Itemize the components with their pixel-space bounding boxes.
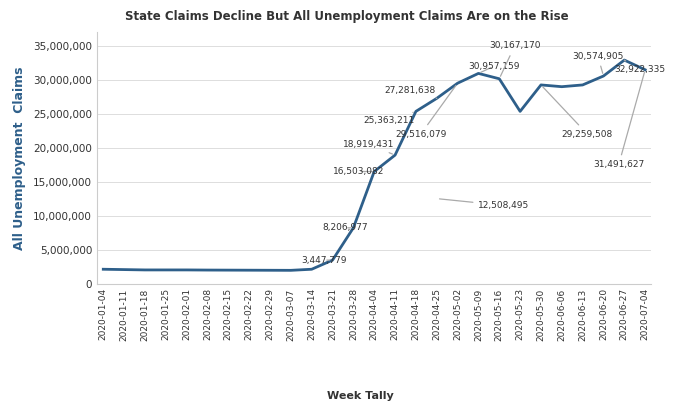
Text: 32,922,335: 32,922,335 — [614, 60, 665, 74]
Text: 30,957,159: 30,957,159 — [468, 62, 520, 72]
Text: State Claims Decline But All Unemployment Claims Are on the Rise: State Claims Decline But All Unemploymen… — [125, 10, 568, 23]
Text: 12,508,495: 12,508,495 — [439, 199, 529, 210]
Text: 25,363,211: 25,363,211 — [364, 112, 415, 125]
Text: 31,491,627: 31,491,627 — [593, 72, 644, 169]
Text: 29,259,508: 29,259,508 — [543, 87, 613, 139]
Text: 29,516,079: 29,516,079 — [395, 85, 456, 139]
Text: 30,574,905: 30,574,905 — [572, 52, 624, 73]
Text: 27,281,638: 27,281,638 — [385, 85, 437, 98]
Text: 30,167,170: 30,167,170 — [489, 41, 541, 76]
Text: 8,206,977: 8,206,977 — [322, 223, 368, 232]
Text: 18,919,431: 18,919,431 — [343, 140, 394, 154]
Text: Week Tally: Week Tally — [327, 391, 394, 401]
Text: 3,447,779: 3,447,779 — [301, 256, 346, 264]
Text: 16,503,082: 16,503,082 — [333, 167, 384, 176]
Y-axis label: All Unemployment  Claims: All Unemployment Claims — [13, 66, 26, 250]
